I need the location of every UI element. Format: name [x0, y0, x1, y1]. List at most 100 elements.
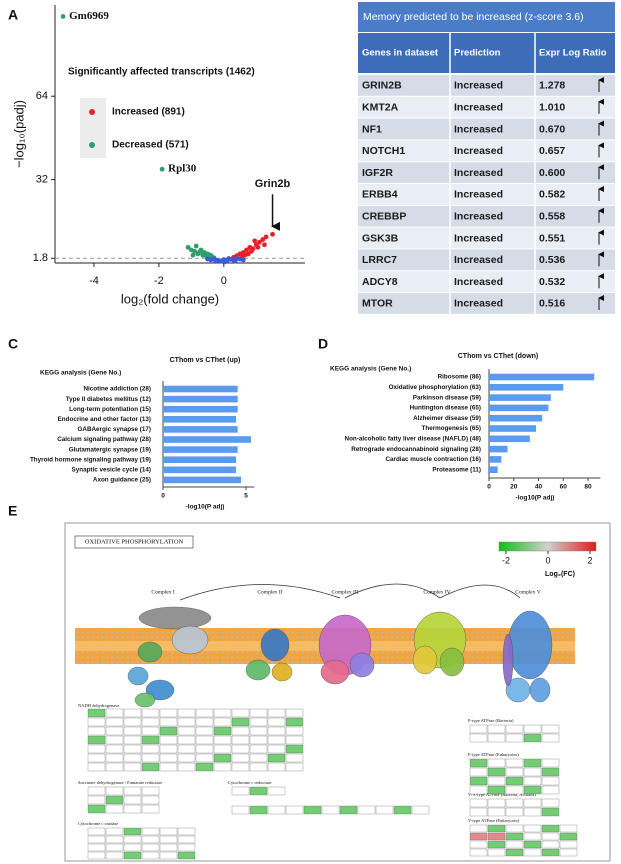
bar [163, 476, 242, 484]
legend-key-bg [80, 98, 106, 158]
gene-box [505, 807, 524, 817]
section-label: F-type ATPase (Eukaryotes) [468, 752, 519, 757]
gene-box [141, 717, 160, 727]
gene-box [105, 735, 124, 745]
gene-box [177, 735, 196, 745]
bar [163, 446, 238, 453]
data-point [270, 231, 275, 237]
gene-box [469, 824, 488, 833]
gene-box [177, 717, 196, 727]
table-row-bg [358, 140, 615, 162]
gene-box [523, 824, 542, 833]
gene-box [523, 724, 542, 734]
gene-box [177, 851, 196, 860]
gene-box [231, 717, 250, 727]
x-tick-label: 60 [560, 484, 568, 491]
colorbar-label: Log₂(FC) [545, 571, 575, 578]
gene-box [469, 758, 488, 768]
gene-box [339, 805, 358, 815]
gene-box [469, 767, 488, 777]
gene-box [267, 726, 286, 736]
category-label: Oxidative phosphorylation (63) [389, 384, 481, 391]
bar [163, 395, 238, 403]
y-axis-title: KEGG analysis (Gene No.) [330, 366, 411, 373]
section-label: Succinate dehydrogenase / Fumarate reduc… [78, 780, 162, 785]
table-cell: Increased [454, 189, 503, 201]
table-cell: Increased [454, 232, 503, 244]
column-header: Genes in dataset [362, 48, 439, 59]
table-cell: MTOR [362, 298, 393, 310]
annotation: Rpl30 [168, 163, 197, 175]
gene-box [249, 786, 268, 796]
gene-box [159, 762, 178, 772]
gene-box [505, 733, 524, 743]
data-point [252, 238, 258, 244]
gene-box [105, 744, 124, 754]
gene-box [141, 804, 160, 814]
gene-box [267, 735, 286, 745]
gene-box [505, 848, 524, 857]
gene-box [469, 733, 488, 743]
gene-box [523, 733, 542, 743]
data-point [232, 258, 238, 264]
complex-subunit [127, 666, 149, 686]
annotation: Grin2b [255, 178, 291, 190]
category-label: Glutamatergic synapse (19) [69, 446, 151, 453]
gene-box [195, 744, 214, 754]
table-cell: NF1 [362, 123, 382, 135]
gene-box [213, 735, 232, 745]
gene-box [487, 798, 506, 808]
y-axis-title: −log₁₀(padj) [11, 100, 26, 168]
complex-subunit [271, 662, 293, 682]
panel-label: C [8, 336, 18, 352]
x-tick-label: 20 [510, 484, 518, 491]
gene-box [123, 753, 142, 763]
panel-label: D [318, 336, 328, 352]
gene-box [303, 805, 322, 815]
gene-box [487, 848, 506, 857]
gene-box [141, 726, 160, 736]
gene-box [159, 835, 178, 844]
gene-box [559, 840, 578, 849]
gene-box [105, 827, 124, 836]
complex-label: Complex IV [423, 589, 450, 595]
gene-box [249, 708, 268, 718]
gene-box [487, 776, 506, 786]
data-point [223, 259, 228, 265]
data-point [240, 257, 246, 263]
x-axis-title: -log10(P adj) [186, 504, 225, 511]
category-label: Calcium signaling pathway (28) [57, 436, 151, 443]
gene-box [541, 733, 560, 743]
gene-box [213, 744, 232, 754]
gene-box [231, 753, 250, 763]
category-label: Thermogenesis (65) [422, 425, 482, 432]
x-tick-label: 80 [584, 484, 592, 491]
gene-box [87, 744, 106, 754]
y-tick-label: 64 [36, 90, 48, 102]
gene-box [523, 758, 542, 768]
gene-box [87, 835, 106, 844]
table-cell: Increased [454, 80, 503, 92]
gene-box [487, 832, 506, 841]
gene-box [541, 758, 560, 768]
gene-box [159, 744, 178, 754]
gene-box [559, 848, 578, 857]
panel-label: E [8, 503, 17, 519]
table-row-bg [358, 293, 615, 314]
gene-box [105, 804, 124, 814]
gene-box [87, 762, 106, 772]
category-label: Axon guidance (25) [93, 477, 151, 484]
gene-box [249, 805, 268, 815]
complex-subunit [134, 692, 156, 708]
complex-label: Complex II [257, 589, 282, 595]
bar [163, 436, 251, 443]
gene-box [249, 762, 268, 772]
gene-box [87, 708, 106, 718]
gene-box [195, 717, 214, 727]
table-header-bg [358, 33, 615, 73]
data-point [249, 248, 254, 254]
gene-box [541, 840, 560, 849]
colorbar [498, 541, 597, 552]
gene-box [141, 735, 160, 745]
